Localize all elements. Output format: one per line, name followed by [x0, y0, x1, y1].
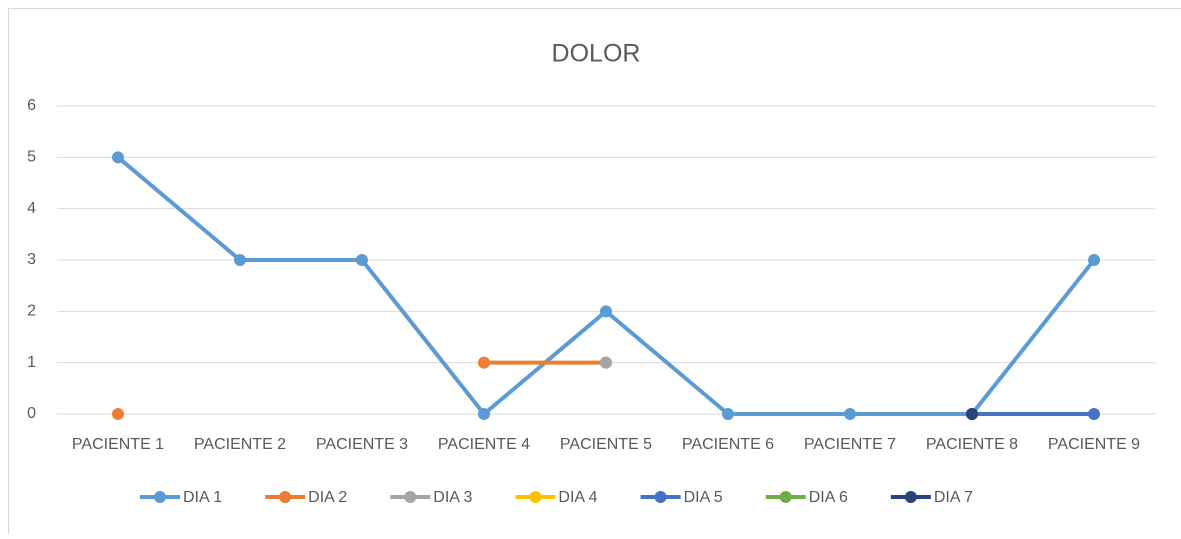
- legend-marker: [529, 491, 541, 503]
- legend-marker: [279, 491, 291, 503]
- chart-border: [9, 9, 1181, 535]
- y-tick-label: 0: [27, 405, 36, 422]
- legend-label: DIA 4: [558, 489, 597, 506]
- y-tick-label: 2: [27, 303, 36, 320]
- point: [112, 151, 124, 163]
- legend-label: DIA 6: [809, 489, 848, 506]
- legend-label: DIA 5: [684, 489, 723, 506]
- x-tick-label: PACIENTE 6: [682, 436, 774, 453]
- y-tick-label: 1: [27, 354, 36, 371]
- point: [478, 408, 490, 420]
- y-tick-label: 5: [27, 149, 36, 166]
- chart-title: DOLOR: [552, 40, 641, 68]
- x-tick-label: PACIENTE 2: [194, 436, 286, 453]
- legend-marker: [154, 491, 166, 503]
- legend-label: DIA 3: [433, 489, 472, 506]
- point: [478, 357, 490, 369]
- point: [966, 408, 978, 420]
- x-tick-label: PACIENTE 4: [438, 436, 530, 453]
- x-tick-label: PACIENTE 5: [560, 436, 652, 453]
- point: [600, 305, 612, 317]
- y-tick-label: 4: [27, 200, 36, 217]
- point: [356, 254, 368, 266]
- point: [1088, 254, 1100, 266]
- point: [722, 408, 734, 420]
- legend-label: DIA 7: [934, 489, 973, 506]
- x-tick-label: PACIENTE 7: [804, 436, 896, 453]
- y-tick-label: 3: [27, 251, 36, 268]
- legend-label: DIA 1: [183, 489, 222, 506]
- point: [1088, 408, 1100, 420]
- y-tick-label: 6: [27, 97, 36, 114]
- x-tick-label: PACIENTE 8: [926, 436, 1018, 453]
- x-tick-label: PACIENTE 9: [1048, 436, 1140, 453]
- legend-marker: [404, 491, 416, 503]
- point: [234, 254, 246, 266]
- legend-marker: [655, 491, 667, 503]
- legend-label: DIA 2: [308, 489, 347, 506]
- point: [600, 357, 612, 369]
- point: [844, 408, 856, 420]
- point: [112, 408, 124, 420]
- legend-marker: [780, 491, 792, 503]
- legend-marker: [905, 491, 917, 503]
- x-tick-label: PACIENTE 1: [72, 436, 164, 453]
- x-tick-label: PACIENTE 3: [316, 436, 408, 453]
